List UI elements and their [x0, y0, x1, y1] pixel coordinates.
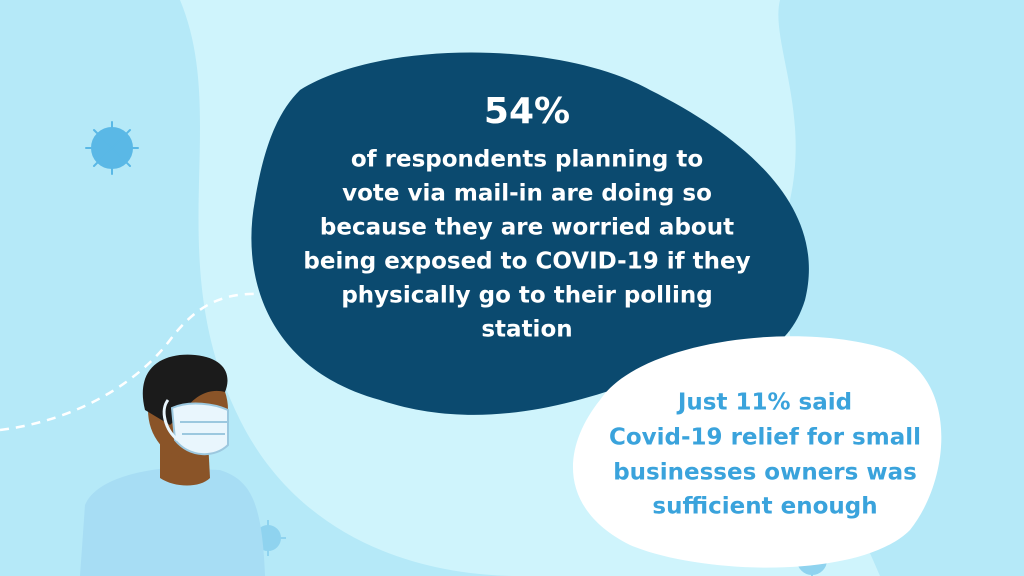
secondary-text: sufficient enough — [652, 494, 877, 520]
stat-text: being exposed to COVID-19 if they — [303, 249, 750, 275]
stat-text: because they are worried about — [320, 215, 734, 241]
virus-icon — [85, 121, 139, 175]
secondary-bubble — [572, 336, 942, 568]
person — [80, 354, 265, 576]
main-bubble — [251, 52, 809, 415]
stat-text: vote via mail-in are doing so — [342, 181, 712, 207]
headline: 54% — [484, 91, 570, 132]
stat-text: of respondents planning to — [351, 147, 703, 173]
dashed-path — [0, 292, 276, 432]
stat-text: station — [481, 317, 572, 343]
secondary-text: Just 11% said — [676, 390, 852, 416]
secondary-text: businesses owners was — [613, 460, 917, 486]
stat-text: physically go to their polling — [341, 283, 712, 309]
secondary-text: Covid-19 relief for small — [609, 425, 921, 451]
